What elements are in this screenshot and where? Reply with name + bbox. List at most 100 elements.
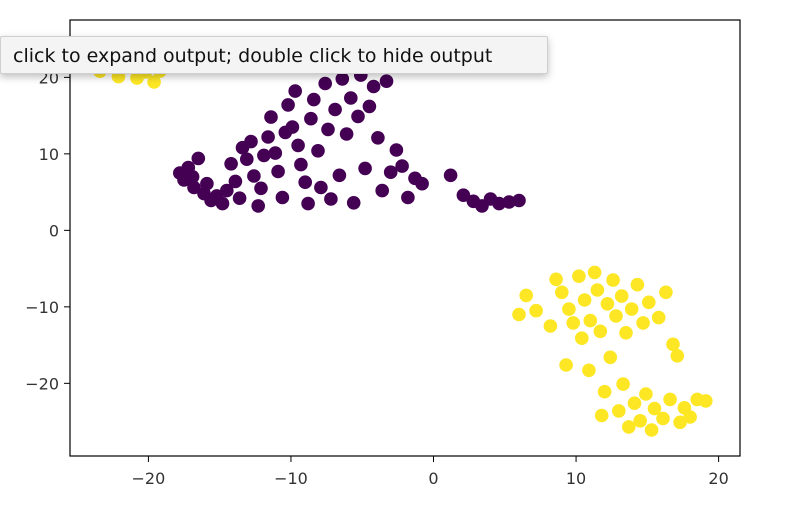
scatter-point	[228, 174, 243, 189]
y-tick-label: −20	[25, 374, 59, 393]
scatter-point	[600, 297, 615, 311]
scatter-point	[307, 92, 321, 107]
scatter-point	[549, 272, 563, 287]
scatter-point	[220, 183, 234, 198]
scatter-point	[622, 420, 636, 434]
scatter-point	[624, 302, 639, 316]
scatter-point	[264, 110, 278, 124]
scatter-point	[321, 122, 335, 137]
scatter-point	[147, 75, 161, 89]
scatter-point	[401, 190, 415, 205]
scatter-point	[562, 302, 576, 316]
scatter-point	[332, 168, 347, 183]
scatter-point	[609, 309, 623, 323]
scatter-point	[636, 316, 650, 330]
scatter-point	[415, 176, 429, 191]
scatter-point	[456, 188, 471, 202]
scatter-point	[224, 157, 238, 171]
expand-output-tooltip[interactable]: click to expand output; double click to …	[0, 36, 548, 74]
scatter-point	[492, 196, 506, 211]
scatter-point	[301, 196, 315, 211]
scatter-point	[314, 180, 328, 195]
scatter-point	[257, 148, 271, 163]
scatter-point	[582, 363, 596, 378]
scatter-point	[593, 324, 608, 339]
scatter-point	[335, 72, 350, 86]
scatter-point	[647, 401, 662, 416]
scatter-point	[575, 331, 589, 346]
scatter-point	[656, 411, 670, 426]
y-tick-label: −10	[25, 298, 59, 317]
scatter-point	[639, 387, 653, 401]
scatter-point	[594, 408, 609, 423]
x-tick-label: −10	[274, 469, 308, 488]
plot-frame	[69, 19, 741, 457]
scatter-point	[577, 293, 592, 307]
scatter-point	[244, 134, 258, 149]
scatter-point	[261, 130, 275, 144]
scatter-point	[275, 190, 290, 205]
scatter-point	[566, 316, 580, 330]
scatter-point	[663, 392, 677, 407]
scatter-point	[633, 414, 647, 428]
scatter-point	[254, 181, 268, 196]
scatter-point	[291, 138, 305, 153]
scatter-point	[699, 394, 713, 408]
scatter-point	[298, 175, 313, 189]
scatter-point	[555, 285, 569, 300]
scatter-point	[529, 303, 543, 318]
scatter-point	[519, 288, 533, 303]
scatter-point	[311, 144, 325, 158]
scatter-point	[673, 415, 687, 430]
scatter-point	[187, 180, 201, 195]
scatter-point	[318, 76, 333, 91]
scatter-point	[597, 384, 612, 399]
scatter-point	[583, 313, 598, 328]
scatter-point	[606, 273, 620, 287]
scatter-point	[512, 193, 526, 208]
scatter-point	[185, 170, 200, 184]
scatter-point	[304, 111, 318, 126]
scatter-point	[328, 102, 342, 117]
scatter-point	[512, 307, 526, 322]
scatter-point	[375, 183, 390, 198]
scatter-point	[371, 131, 385, 145]
scatter-point	[358, 161, 372, 176]
scatter-point	[619, 326, 633, 340]
scatter-point	[268, 146, 283, 160]
x-tick-label: 10	[566, 469, 586, 488]
scatter-point	[666, 337, 680, 352]
scatter-point	[346, 196, 361, 210]
scatter-point	[247, 169, 261, 183]
scatter-point	[191, 151, 206, 166]
scatter-point	[543, 319, 558, 333]
x-tick-label: 0	[428, 469, 438, 488]
scatter-point	[644, 423, 659, 437]
scatter-point	[240, 152, 254, 166]
scatter-point	[251, 199, 265, 213]
scatter-point	[670, 349, 685, 363]
scatter-point	[642, 295, 656, 310]
points-layer	[84, 56, 713, 437]
scatter-point	[383, 165, 398, 179]
scatter-point	[590, 283, 605, 297]
scatter-point	[215, 196, 230, 211]
scatter-point	[351, 109, 365, 124]
scatter-point	[294, 157, 308, 172]
scatter-point	[683, 410, 697, 424]
scatter-point	[389, 143, 404, 157]
scatter-point	[659, 285, 673, 300]
scatter-point	[627, 396, 642, 411]
scatter-point	[559, 358, 573, 372]
scatter-point	[395, 159, 409, 173]
y-tick-label: 10	[39, 145, 59, 164]
x-tick-label: −20	[132, 469, 166, 488]
scatter-point	[232, 191, 247, 205]
scatter-point	[630, 277, 645, 292]
scatter-point	[362, 99, 377, 114]
y-tick-label: 0	[49, 221, 59, 240]
scatter-point	[339, 127, 354, 141]
scatter-point	[379, 74, 394, 88]
scatter-point	[288, 84, 303, 98]
